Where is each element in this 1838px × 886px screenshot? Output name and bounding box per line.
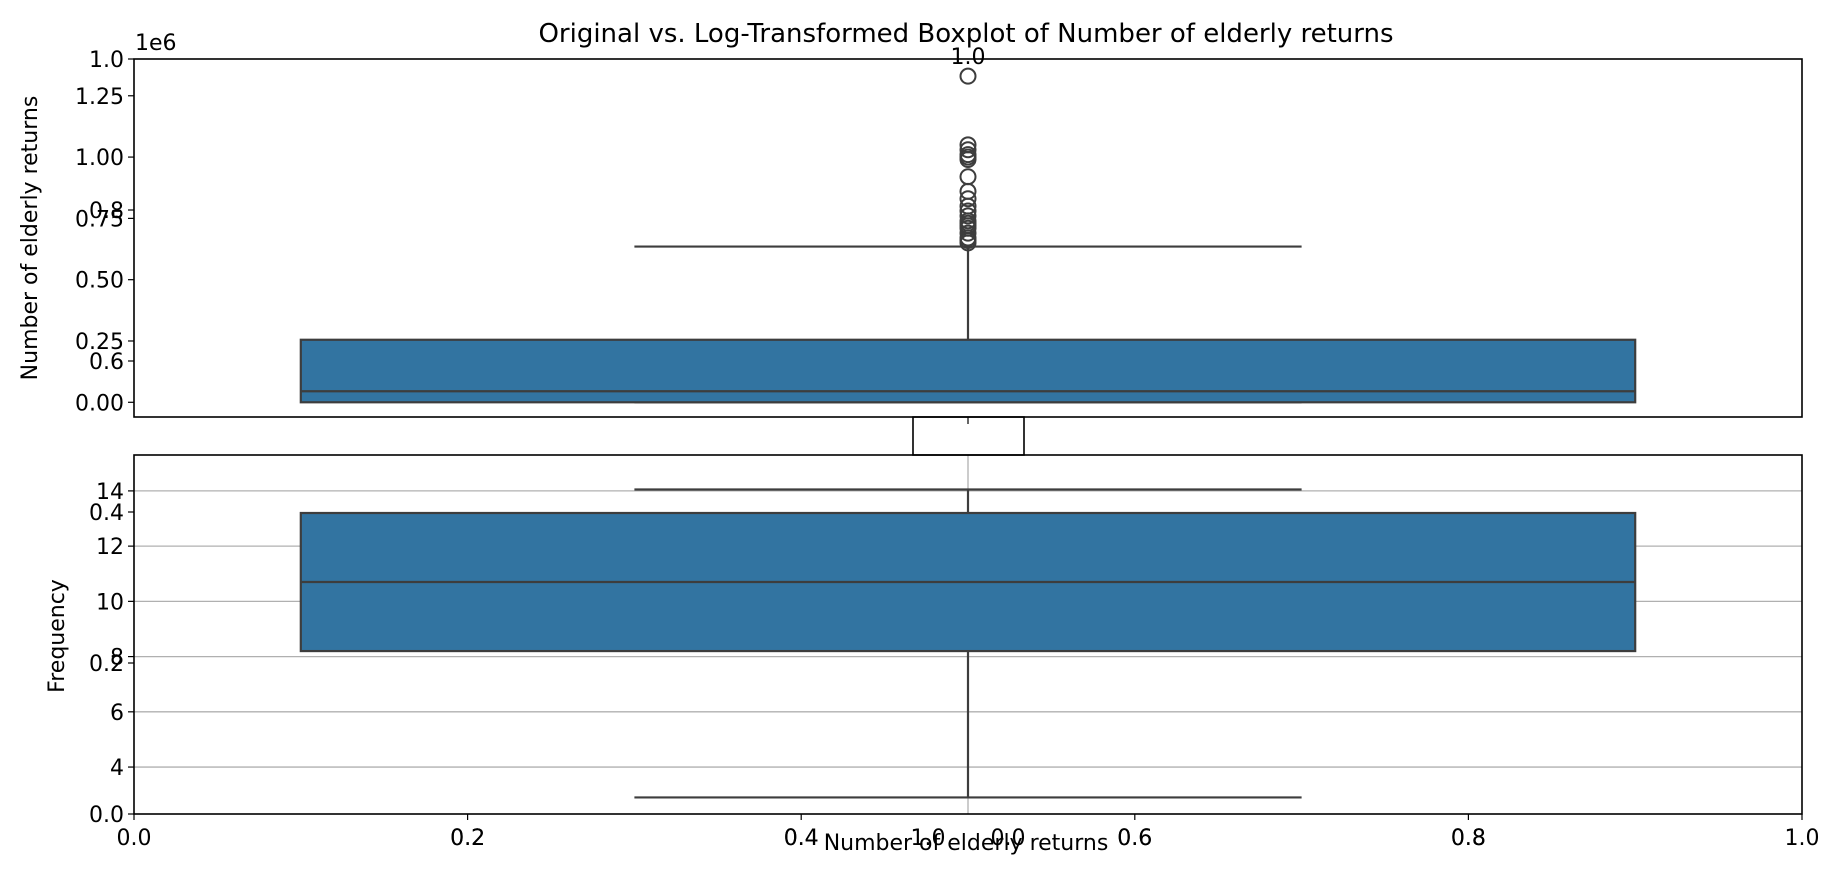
top-box bbox=[299, 338, 1637, 404]
figure-layer: 0.00.20.40.60.81.00.0 0.2 0.4 0.6 0.80.2 0.4 0… bbox=[18, 31, 1820, 856]
top-outlier-point bbox=[959, 67, 977, 85]
xtick-label: 0.2 bbox=[450, 826, 485, 851]
xtick-label: 0.4 bbox=[784, 826, 819, 851]
top-outlier-point bbox=[959, 141, 977, 159]
full-ytick-label: 1.0 bbox=[89, 48, 124, 73]
chart-title: Original vs. Log-Transformed Boxplot of … bbox=[538, 19, 1393, 49]
xtick-label: 0.0 bbox=[117, 826, 152, 851]
xtick-label: 0.2 bbox=[450, 826, 485, 851]
xtick-label: 1.0 bbox=[1785, 826, 1820, 851]
full-ytick-label: 0.2 bbox=[89, 652, 124, 677]
full-ytick-label: 0.8 bbox=[89, 199, 124, 224]
top-axes-frame bbox=[133, 58, 1803, 418]
xtick-label: 0.8 bbox=[1451, 826, 1486, 851]
top-y-axis-label: Number of elderly returns bbox=[18, 96, 43, 381]
top-ytick-label: 0.25 bbox=[75, 330, 124, 355]
bottom-ytick-label: 10 bbox=[96, 590, 124, 615]
top-ytick-label: 1.25 bbox=[75, 85, 124, 110]
top-outlier-point bbox=[959, 168, 977, 186]
top-outlier-point bbox=[959, 207, 977, 225]
top-ytick-label: 0.75 bbox=[75, 207, 124, 232]
xtick-label: 0.6 bbox=[1117, 826, 1152, 851]
bottom-ytick-label: 8 bbox=[110, 646, 124, 671]
x-axis-label: Number of elderly returns bbox=[824, 831, 1109, 856]
xtick-label: 0.0 bbox=[991, 826, 1026, 851]
top-outlier-point bbox=[959, 146, 977, 164]
full-ytick-label: 0.4 bbox=[89, 501, 124, 526]
xtick-label: 0.4 bbox=[784, 826, 819, 851]
xtick-label: 0.6 bbox=[1117, 826, 1152, 851]
bottom-axes-frame bbox=[133, 454, 1803, 815]
bottom-ytick-label: 4 bbox=[110, 756, 124, 781]
top-ytick-label: 0.00 bbox=[75, 391, 124, 416]
bottom-ytick-label: 6 bbox=[110, 701, 124, 726]
full-ytick-label: 0.6 bbox=[89, 350, 124, 375]
bottom-ytick-label: 12 bbox=[96, 535, 124, 560]
xtick-label: 1.0 bbox=[911, 826, 946, 851]
top-outlier-point bbox=[959, 202, 977, 220]
top-outlier-point bbox=[959, 224, 977, 242]
center-top-ytick-label: 1.0 bbox=[951, 45, 986, 70]
bottom-ytick-label: 14 bbox=[96, 480, 124, 505]
top-outlier-point bbox=[959, 136, 977, 154]
bottom-y-axis-label: Frequency bbox=[45, 579, 70, 693]
top-outlier-point bbox=[959, 190, 977, 208]
top-ytick-label: 0.50 bbox=[75, 269, 124, 294]
full-ytick-label: 0.0 bbox=[89, 803, 124, 828]
xtick-label: 0.8 bbox=[1451, 826, 1486, 851]
top-ytick-label: 1.00 bbox=[75, 146, 124, 171]
top-offset-text: 1e6 bbox=[135, 31, 177, 56]
